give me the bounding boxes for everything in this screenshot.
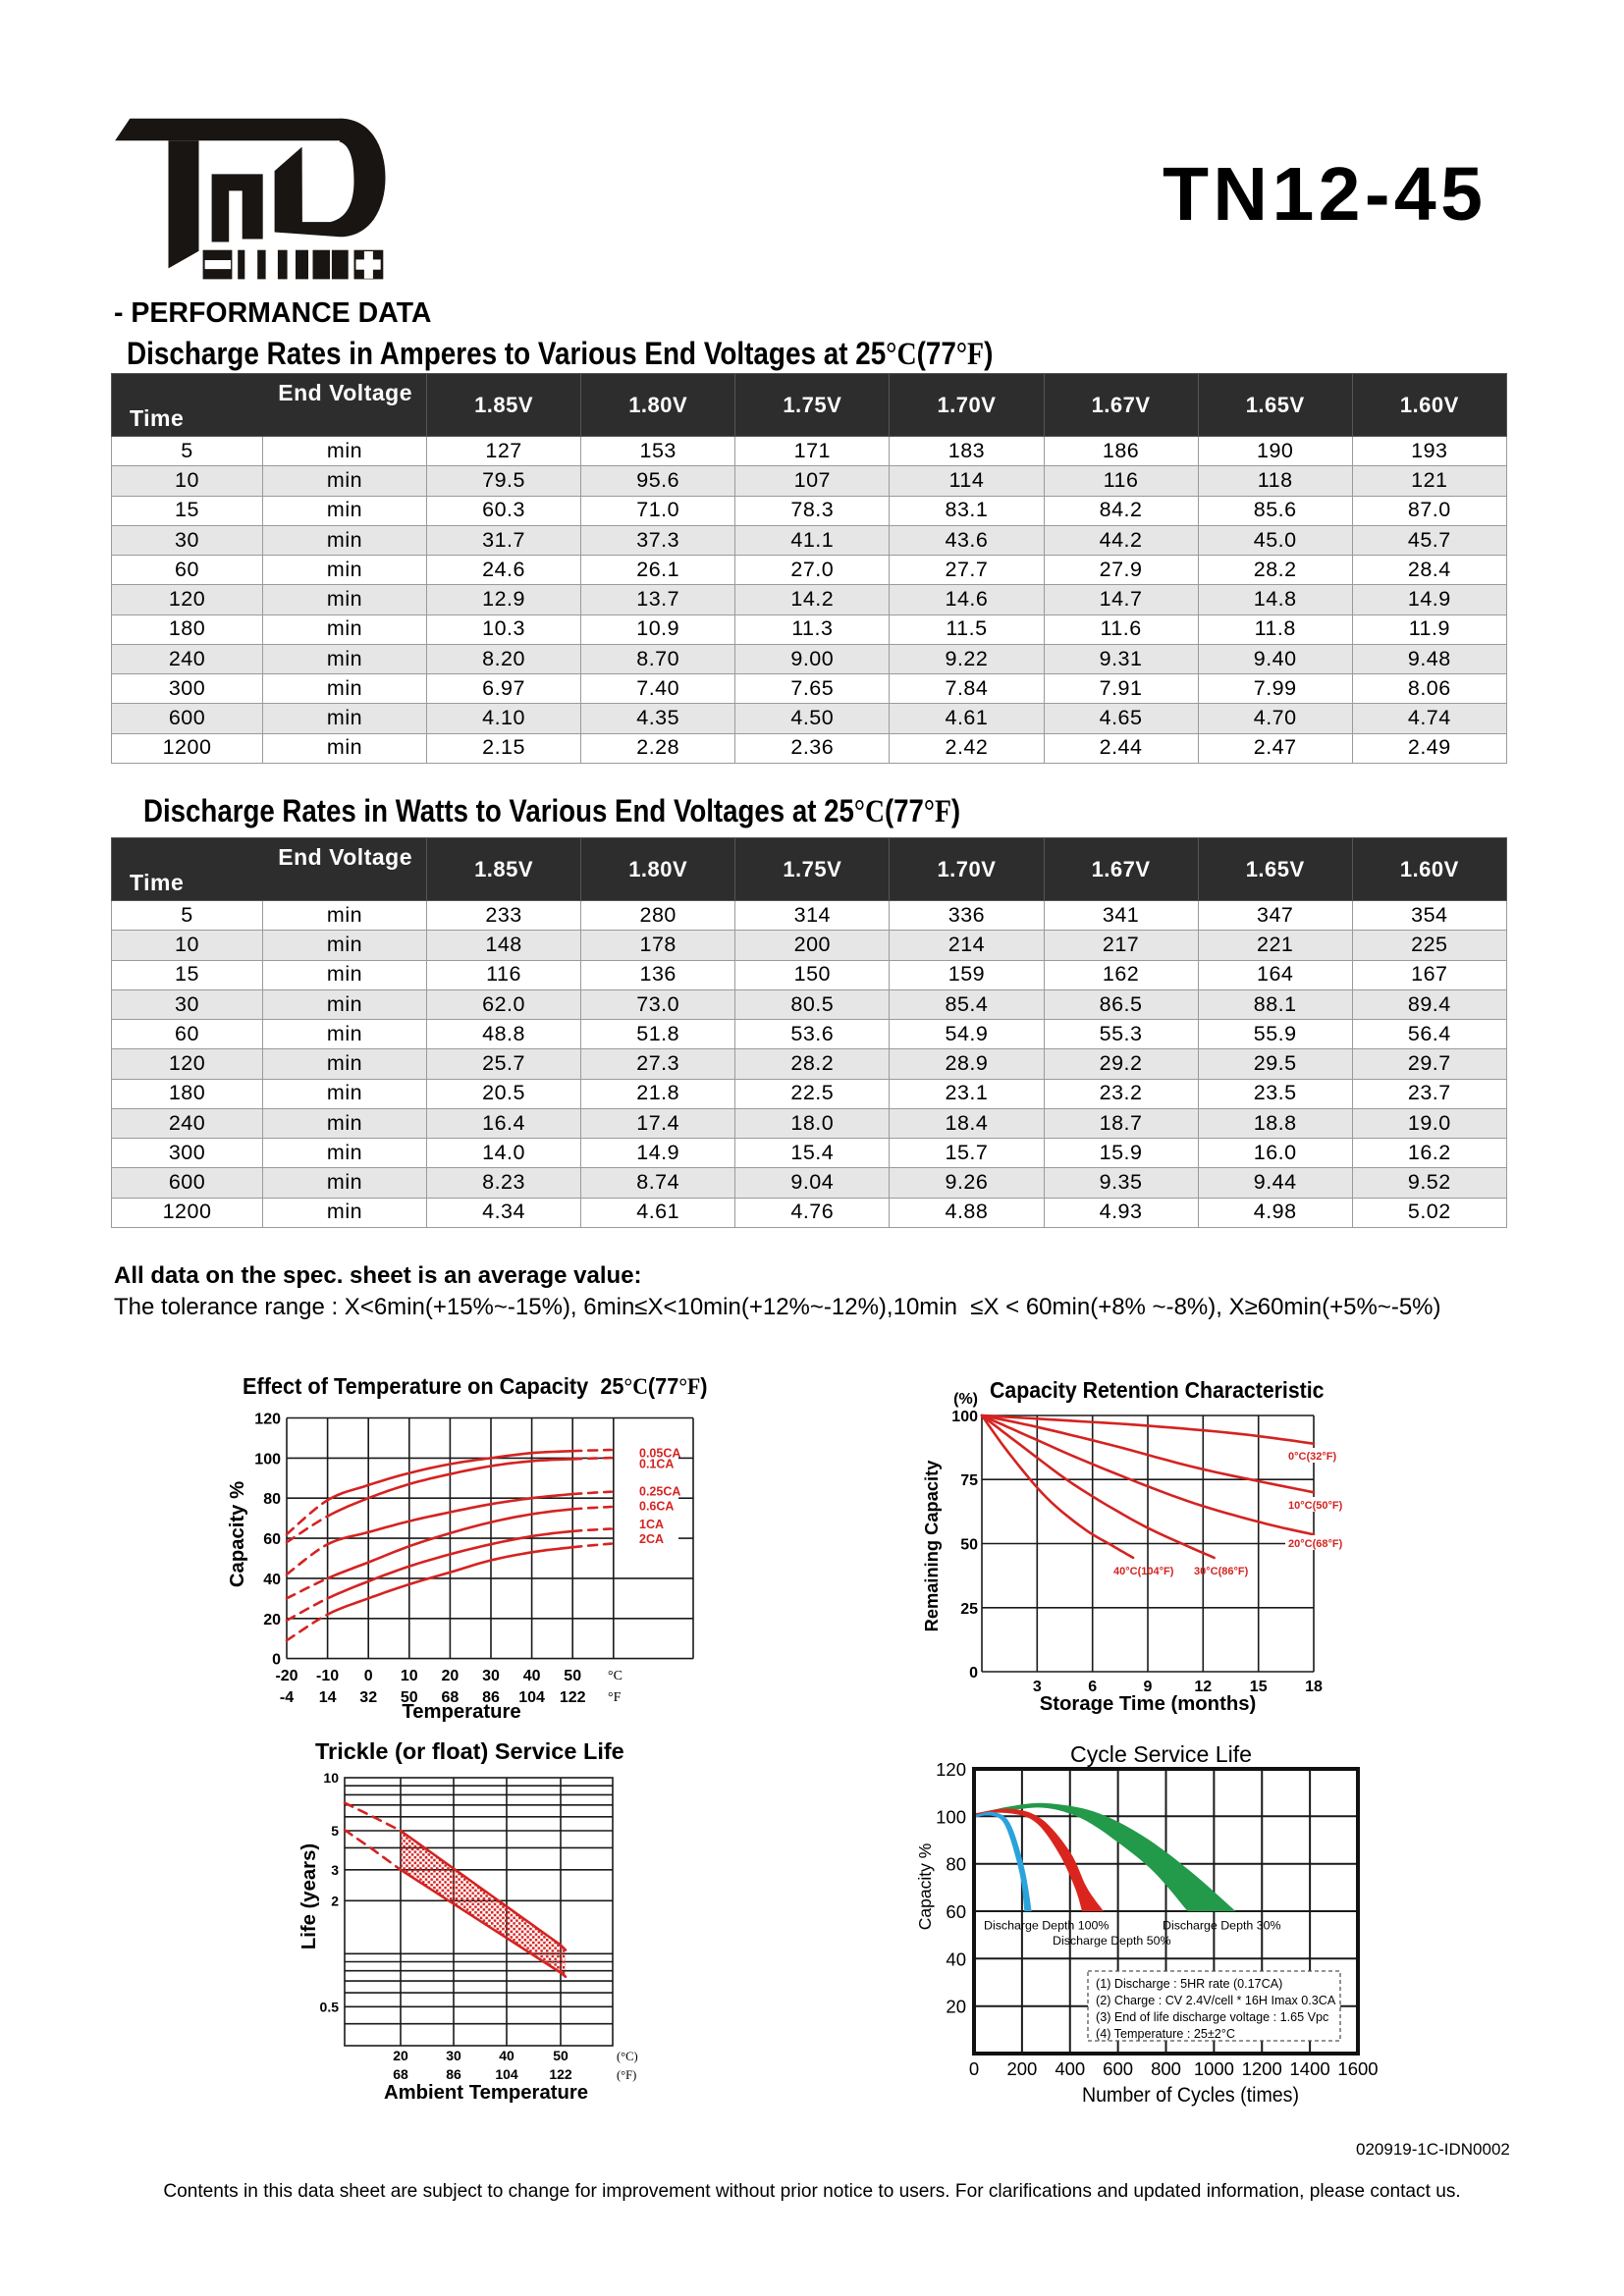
svg-text:68: 68: [393, 2066, 408, 2082]
svg-text:50: 50: [564, 1668, 581, 1684]
svg-text:(2) Charge : CV 2.4V/cell * 16: (2) Charge : CV 2.4V/cell * 16H Imax 0.3…: [1096, 1994, 1336, 2007]
svg-text:200: 200: [1006, 2058, 1037, 2079]
svg-text:30°C(86°F): 30°C(86°F): [1194, 1566, 1249, 1577]
svg-text:30: 30: [446, 2048, 461, 2063]
svg-text:600: 600: [1103, 2058, 1133, 2079]
svg-text:800: 800: [1151, 2058, 1181, 2079]
svg-text:2: 2: [331, 1893, 339, 1908]
svg-text:100: 100: [936, 1806, 966, 1827]
svg-text:50: 50: [960, 1537, 978, 1554]
svg-text:400: 400: [1055, 2058, 1085, 2079]
svg-text:15: 15: [1250, 1679, 1268, 1695]
svg-text:20: 20: [263, 1612, 281, 1629]
svg-text:20: 20: [393, 2048, 408, 2063]
svg-text:1CA: 1CA: [639, 1518, 664, 1531]
svg-text:18: 18: [1305, 1679, 1323, 1695]
svg-text:80: 80: [946, 1854, 966, 1875]
svg-text:Remaining Capacity: Remaining Capacity: [921, 1460, 942, 1632]
svg-text:Temperature: Temperature: [402, 1701, 520, 1723]
svg-text:20: 20: [442, 1668, 460, 1684]
svg-text:25: 25: [960, 1601, 978, 1618]
svg-text:1000: 1000: [1194, 2058, 1234, 2079]
svg-text:0°C(32°F): 0°C(32°F): [1288, 1451, 1336, 1463]
svg-text:Discharge Depth 50%: Discharge Depth 50%: [1053, 1934, 1171, 1948]
svg-text:1600: 1600: [1337, 2058, 1378, 2079]
svg-text:32: 32: [359, 1689, 377, 1706]
svg-text:40: 40: [946, 1949, 966, 1969]
svg-text:Capacity %: Capacity %: [227, 1481, 248, 1587]
svg-text:0.05CA: 0.05CA: [639, 1447, 680, 1461]
svg-text:0: 0: [272, 1652, 281, 1669]
svg-text:-4: -4: [280, 1689, 294, 1706]
svg-text:°C: °C: [608, 1669, 623, 1683]
svg-text:(3) End of life discharge volt: (3) End of life discharge voltage : 1.65…: [1096, 2010, 1328, 2024]
svg-text:3: 3: [1033, 1679, 1042, 1695]
svg-text:40: 40: [499, 2048, 514, 2063]
svg-text:75: 75: [960, 1472, 978, 1489]
svg-text:100: 100: [951, 1409, 978, 1425]
svg-text:°F: °F: [608, 1690, 622, 1705]
svg-text:40: 40: [263, 1572, 281, 1588]
svg-text:40°C(104°F): 40°C(104°F): [1113, 1566, 1174, 1577]
svg-text:6: 6: [1088, 1679, 1097, 1695]
svg-text:0: 0: [364, 1668, 373, 1684]
svg-text:0.25CA: 0.25CA: [639, 1485, 680, 1499]
svg-text:-10: -10: [316, 1668, 339, 1684]
svg-text:-20: -20: [275, 1668, 298, 1684]
svg-text:0: 0: [969, 1665, 978, 1682]
svg-text:86: 86: [482, 1689, 500, 1706]
svg-text:9: 9: [1144, 1679, 1153, 1695]
svg-text:80: 80: [263, 1491, 281, 1508]
svg-text:120: 120: [936, 1759, 966, 1780]
svg-text:0.5: 0.5: [320, 1999, 340, 2014]
svg-text:60: 60: [946, 1901, 966, 1922]
svg-text:120: 120: [254, 1412, 281, 1428]
svg-text:Life (years): Life (years): [298, 1843, 320, 1949]
svg-text:12: 12: [1194, 1679, 1212, 1695]
svg-text:10: 10: [401, 1668, 418, 1684]
svg-text:100: 100: [254, 1451, 281, 1468]
svg-text:68: 68: [442, 1689, 460, 1706]
svg-text:30: 30: [482, 1668, 500, 1684]
svg-text:104: 104: [495, 2066, 518, 2082]
svg-text:Cycle Service Life: Cycle Service Life: [1070, 1741, 1252, 1767]
svg-text:1200: 1200: [1242, 2058, 1282, 2079]
svg-text:Storage Time (months): Storage Time (months): [1040, 1693, 1257, 1715]
svg-text:14: 14: [319, 1689, 337, 1706]
svg-text:Ambient Temperature: Ambient Temperature: [384, 2082, 588, 2104]
svg-text:60: 60: [263, 1531, 281, 1548]
svg-text:0.6CA: 0.6CA: [639, 1500, 674, 1514]
svg-text:(1) Discharge : 5HR rate (0.17: (1) Discharge : 5HR rate (0.17CA): [1096, 1977, 1282, 1991]
svg-text:(°F): (°F): [617, 2068, 636, 2082]
svg-text:50: 50: [553, 2048, 568, 2063]
svg-text:Discharge Depth 100%: Discharge Depth 100%: [984, 1919, 1109, 1933]
svg-text:5: 5: [331, 1823, 339, 1839]
svg-text:1400: 1400: [1290, 2058, 1330, 2079]
svg-text:86: 86: [446, 2066, 461, 2082]
svg-text:10°C(50°F): 10°C(50°F): [1288, 1500, 1343, 1512]
svg-text:3: 3: [331, 1862, 339, 1878]
svg-text:20°C(68°F): 20°C(68°F): [1288, 1538, 1343, 1550]
svg-text:0.1CA: 0.1CA: [639, 1458, 674, 1471]
svg-text:(4) Temperature : 25±2°C: (4) Temperature : 25±2°C: [1096, 2027, 1235, 2041]
svg-text:50: 50: [401, 1689, 418, 1706]
svg-text:40: 40: [523, 1668, 541, 1684]
svg-text:10: 10: [323, 1770, 339, 1786]
svg-text:Number of Cycles (times): Number of Cycles (times): [1082, 2084, 1299, 2107]
svg-text:104: 104: [518, 1689, 545, 1706]
svg-text:0: 0: [969, 2058, 979, 2079]
svg-text:(°C): (°C): [617, 2050, 638, 2063]
svg-text:(%): (%): [953, 1391, 978, 1408]
svg-text:Discharge Depth 30%: Discharge Depth 30%: [1163, 1919, 1281, 1933]
svg-text:122: 122: [560, 1689, 586, 1706]
svg-text:20: 20: [946, 1997, 966, 2017]
svg-text:Capacity %: Capacity %: [915, 1843, 935, 1931]
svg-text:2CA: 2CA: [639, 1532, 664, 1546]
svg-text:122: 122: [549, 2066, 572, 2082]
